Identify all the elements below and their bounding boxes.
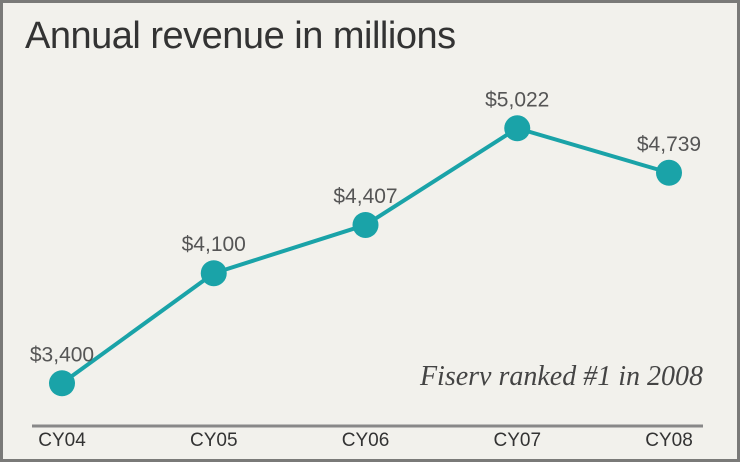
chart-annotation: Fiserv ranked #1 in 2008 <box>419 361 703 392</box>
data-point-cy04 <box>49 370 75 397</box>
data-label-cy06: $4,407 <box>333 185 397 208</box>
x-tick-cy04: CY04 <box>38 430 86 451</box>
chart-title: Annual revenue in millions <box>25 15 456 57</box>
x-tick-cy07: CY07 <box>493 430 541 451</box>
data-point-cy07 <box>504 115 531 142</box>
data-label-cy04: $3,400 <box>30 343 94 366</box>
data-label-cy08: $4,739 <box>637 133 701 156</box>
data-label-cy05: $4,100 <box>182 233 246 256</box>
x-tick-cy06: CY06 <box>342 430 390 451</box>
series-line <box>60 126 670 385</box>
x-tick-cy08: CY08 <box>645 430 693 451</box>
data-label-cy07: $5,022 <box>485 88 549 111</box>
x-tick-cy05: CY05 <box>190 430 238 451</box>
data-point-cy08 <box>656 159 682 186</box>
line-chart: $3,400 CY04 $4,100 CY05 $4,407 CY06 $5,022 CY07… <box>30 88 703 451</box>
data-point-cy06 <box>352 211 379 238</box>
data-point-cy05 <box>200 260 227 287</box>
